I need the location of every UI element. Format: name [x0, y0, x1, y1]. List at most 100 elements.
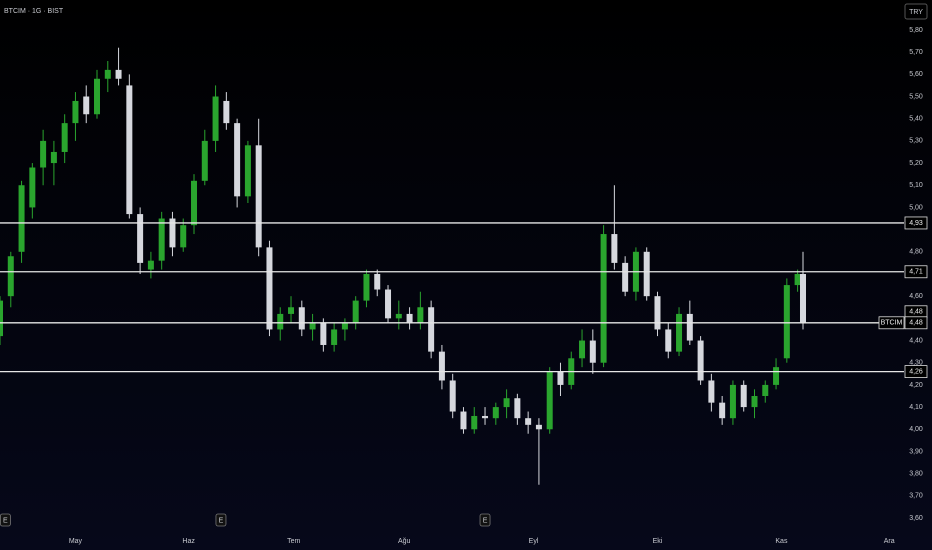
- candle-body: [234, 123, 241, 197]
- candle-body: [115, 69, 122, 79]
- candle-body: [331, 329, 338, 345]
- candle-body: [126, 85, 133, 215]
- candle-body: [719, 402, 726, 419]
- candle-body: [18, 185, 25, 252]
- candle-body: [492, 407, 499, 419]
- candle-body: [589, 340, 596, 363]
- x-tick-label: Kas: [775, 538, 788, 545]
- candle-body: [201, 140, 208, 181]
- candle-body: [29, 167, 36, 208]
- candle-body: [7, 256, 14, 297]
- last-price-label: 4,48: [909, 320, 923, 327]
- candle-body: [600, 234, 607, 363]
- candle-body: [137, 214, 144, 263]
- last-price-name-box: [878, 316, 905, 330]
- y-tick-label: 5,40: [909, 116, 923, 123]
- candle-body: [169, 218, 176, 248]
- y-tick-label: 5,00: [909, 204, 923, 211]
- candle-body: [557, 371, 564, 385]
- x-tick-label: Tem: [287, 538, 300, 545]
- candle-body: [40, 140, 47, 168]
- y-tick-label: 5,20: [909, 160, 923, 167]
- candle-body: [50, 151, 57, 164]
- candle-body: [654, 296, 661, 330]
- candle-body: [449, 380, 456, 412]
- candle-body: [288, 307, 295, 314]
- y-tick-label: 3,90: [909, 448, 923, 455]
- candle-body: [180, 225, 187, 248]
- y-tick-label: 5,70: [909, 49, 923, 56]
- candle-body: [363, 273, 370, 301]
- x-tick-label: Haz: [182, 538, 195, 545]
- candle-body: [665, 329, 672, 352]
- candle-body: [438, 351, 445, 381]
- candle-body: [94, 78, 101, 115]
- x-tick-label: Ara: [884, 538, 895, 545]
- y-tick-label: 5,60: [909, 71, 923, 78]
- candle-body: [212, 96, 219, 141]
- y-tick-label: 5,80: [909, 27, 923, 34]
- level-label-box: [904, 265, 928, 279]
- y-tick-label: 5,10: [909, 182, 923, 189]
- candle-body: [740, 384, 747, 408]
- candle-body: [697, 340, 704, 381]
- event-marker: [215, 513, 227, 527]
- y-tick-label: 4,60: [909, 293, 923, 300]
- candle-body: [676, 313, 683, 352]
- x-tick-label: Ağu: [398, 538, 411, 545]
- candle-body: [352, 300, 359, 323]
- candle-body: [643, 251, 650, 297]
- candle-body: [503, 398, 510, 408]
- last-price-box: [904, 316, 928, 330]
- level-label: 4,48: [909, 309, 923, 316]
- candle-body: [729, 384, 736, 419]
- candle-body: [417, 307, 424, 323]
- y-tick-label: 3,60: [909, 515, 923, 522]
- candle-body: [191, 180, 198, 226]
- candle-body: [72, 100, 79, 124]
- candle-body: [147, 260, 154, 270]
- candle-body: [374, 273, 381, 290]
- candle-body: [514, 398, 521, 419]
- x-tick-label: May: [69, 538, 83, 545]
- currency-label[interactable]: TRY: [909, 9, 923, 16]
- candle-body: [385, 289, 392, 319]
- y-tick-label: 4,10: [909, 404, 923, 411]
- candle-body: [535, 424, 542, 430]
- candle-body: [277, 313, 284, 330]
- candle-body: [546, 371, 553, 430]
- candle-body: [395, 313, 402, 319]
- candle-body: [525, 418, 532, 425]
- candle-body: [799, 273, 806, 323]
- y-tick-label: 4,80: [909, 249, 923, 256]
- currency-button[interactable]: [904, 3, 928, 20]
- candle-body: [783, 285, 790, 359]
- x-tick-label: Eki: [653, 538, 663, 545]
- x-tick-label: Eyl: [529, 538, 539, 545]
- last-price-name: BTCIM: [881, 320, 903, 327]
- event-marker: [0, 513, 11, 527]
- event-label: E: [483, 517, 488, 524]
- level-label: 4,93: [909, 220, 923, 227]
- y-tick-label: 4,20: [909, 382, 923, 389]
- candle-body: [104, 69, 111, 79]
- candle-body: [309, 322, 316, 330]
- candle-body: [460, 411, 467, 430]
- event-label: E: [3, 517, 8, 524]
- chart-title: BTCIM · 1G · BIST: [4, 8, 64, 15]
- candle-body: [471, 415, 478, 430]
- y-tick-label: 5,50: [909, 93, 923, 100]
- candle-body: [158, 218, 165, 261]
- event-marker: [479, 513, 491, 527]
- y-tick-label: 3,70: [909, 493, 923, 500]
- candle-body: [482, 415, 489, 419]
- candle-body: [579, 340, 586, 359]
- candle-body: [320, 322, 327, 345]
- candle-body: [773, 367, 780, 385]
- candle-body: [341, 322, 348, 330]
- candle-body: [223, 100, 230, 124]
- y-tick-label: 4,00: [909, 426, 923, 433]
